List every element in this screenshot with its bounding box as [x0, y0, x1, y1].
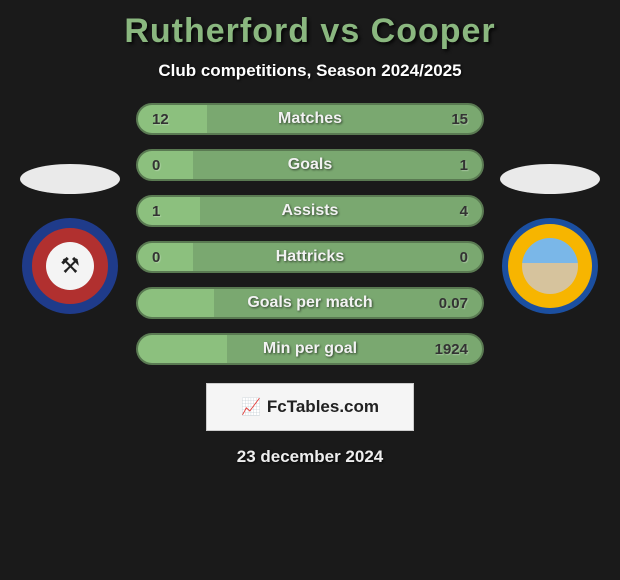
subtitle: Club competitions, Season 2024/2025 [8, 61, 612, 81]
stat-label: Goals [138, 156, 482, 174]
brand-attribution: 📈 FcTables.com [206, 383, 414, 431]
right-player-column [490, 154, 610, 314]
stat-label: Assists [138, 202, 482, 220]
iron-bridge-icon [522, 238, 578, 294]
stat-label: Goals per match [138, 294, 482, 312]
stat-bar: Goals per match0.07 [136, 287, 484, 319]
stat-right-value: 15 [451, 111, 468, 128]
stat-right-value: 0.07 [439, 295, 468, 312]
stat-right-value: 1924 [435, 341, 468, 358]
stat-bar: Min per goal1924 [136, 333, 484, 365]
stat-bar: 12Matches15 [136, 103, 484, 135]
left-player-column: ⚒ [10, 154, 130, 314]
page-title: Rutherford vs Cooper [8, 12, 612, 51]
stat-right-value: 4 [460, 203, 468, 220]
date-text: 23 december 2024 [8, 447, 612, 467]
stat-right-value: 0 [460, 249, 468, 266]
right-player-photo-placeholder [500, 164, 600, 194]
hammers-icon: ⚒ [46, 242, 94, 290]
right-team-badge [502, 218, 598, 314]
stat-bar: 1Assists4 [136, 195, 484, 227]
stat-label: Min per goal [138, 340, 482, 358]
stat-label: Hattricks [138, 248, 482, 266]
left-team-badge: ⚒ [22, 218, 118, 314]
stat-bar: 0Hattricks0 [136, 241, 484, 273]
stat-label: Matches [138, 110, 482, 128]
comparison-bars: 12Matches150Goals11Assists40Hattricks0Go… [130, 103, 490, 365]
stat-bar: 0Goals1 [136, 149, 484, 181]
left-player-photo-placeholder [20, 164, 120, 194]
brand-text: FcTables.com [267, 397, 379, 417]
stat-right-value: 1 [460, 157, 468, 174]
chart-icon: 📈 [241, 397, 261, 417]
